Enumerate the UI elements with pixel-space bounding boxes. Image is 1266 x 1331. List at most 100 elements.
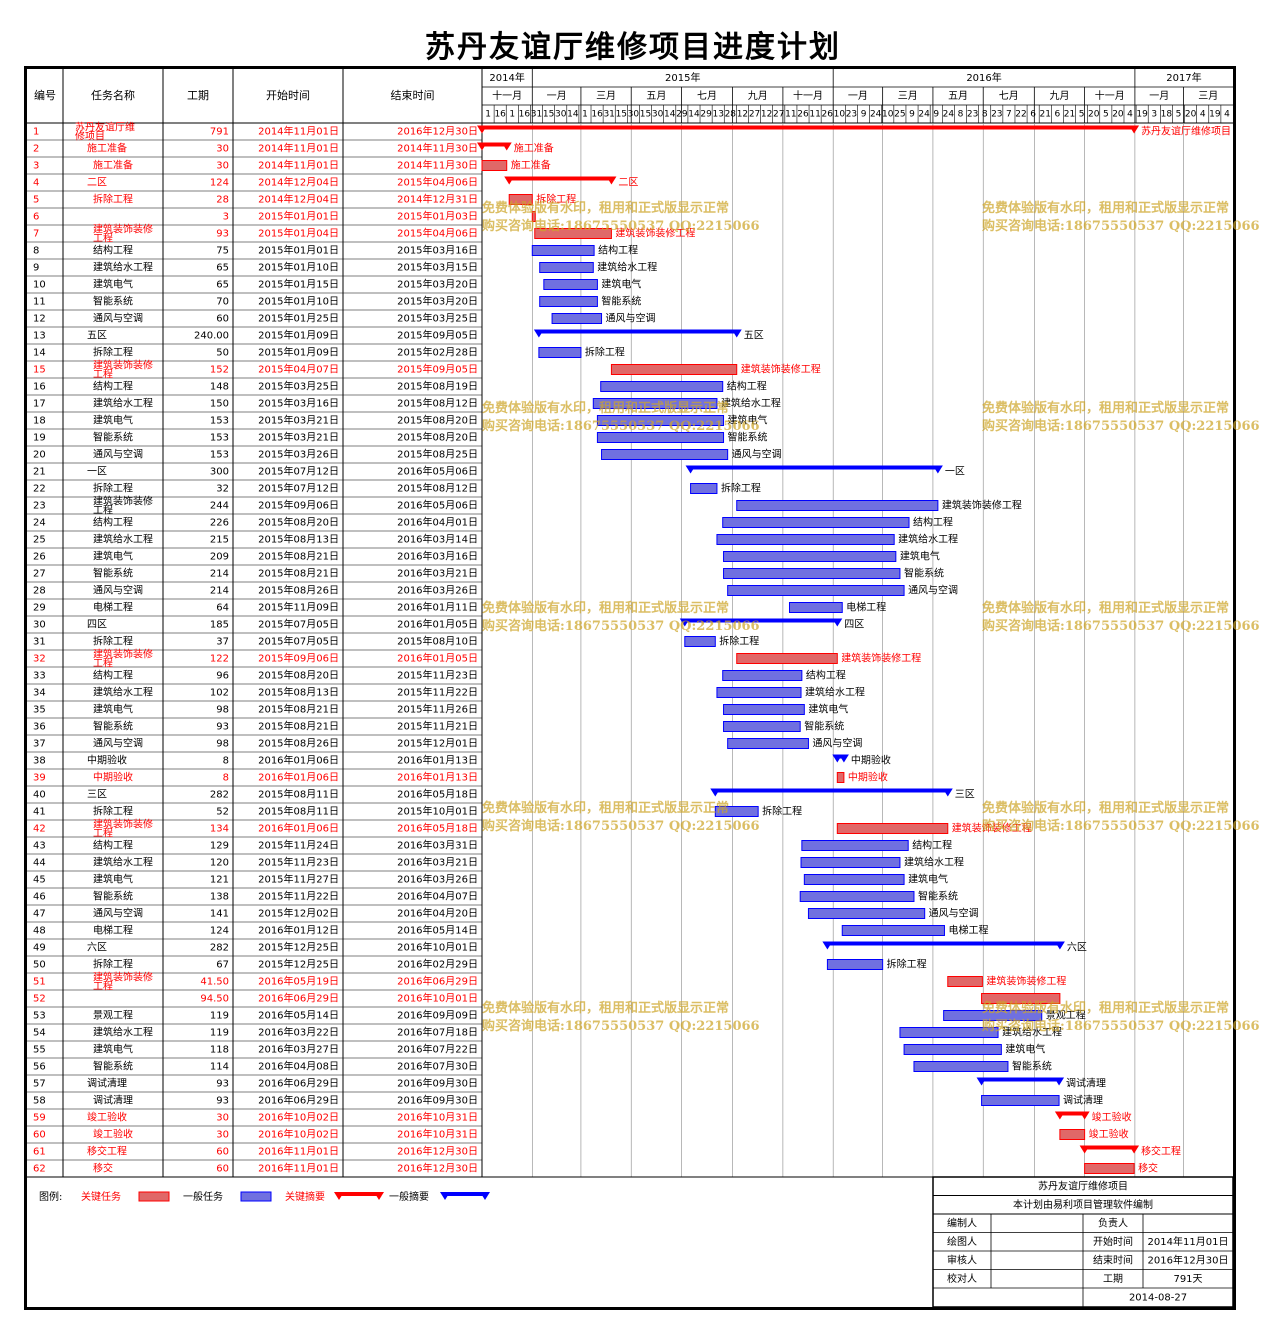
task-start: 2016年04月08日 [258, 1060, 339, 1073]
task-id: 58 [33, 1096, 46, 1107]
day-label: 23 [846, 110, 857, 120]
task-end: 2014年11月30日 [397, 142, 478, 155]
task-name: 调试清理 [87, 1077, 127, 1090]
legend-critical-summary-swatch [339, 1192, 379, 1196]
task-duration: 37 [216, 637, 229, 648]
task-bar-label: 建筑电气 [808, 703, 848, 716]
task-id: 31 [33, 637, 46, 648]
summary-bar [1084, 1145, 1135, 1150]
task-id: 25 [33, 535, 46, 546]
summary-bar [827, 941, 1060, 946]
task-bar [538, 347, 582, 358]
task-end: 2015年08月12日 [397, 397, 478, 410]
day-label: 21 [1040, 110, 1051, 120]
day-label: 8 [958, 110, 964, 120]
task-end: 2015年09月05日 [397, 329, 478, 342]
task-id: 51 [33, 977, 46, 988]
task-duration: 93 [216, 722, 229, 733]
task-end: 2015年03月20日 [397, 278, 478, 291]
task-duration: 98 [216, 705, 229, 716]
task-id: 54 [33, 1028, 46, 1039]
task-bar [913, 1061, 1009, 1072]
month-label: 五月 [646, 90, 666, 102]
task-id: 23 [33, 501, 46, 512]
task-name: 工程 [93, 828, 113, 840]
task-duration: 215 [210, 535, 229, 546]
task-bar-label: 建筑装饰装修工程 [942, 499, 1022, 512]
task-duration: 32 [216, 484, 229, 495]
task-name: 建筑装饰装修 [93, 223, 153, 236]
task-bar-label: 智能系统 [904, 567, 944, 580]
day-label: 5 [1079, 110, 1085, 120]
task-duration: 134 [210, 824, 229, 835]
task-duration: 60 [216, 1164, 229, 1175]
task-name: 竣工验收 [93, 1128, 133, 1141]
task-bar [736, 500, 939, 511]
task-bar [531, 211, 536, 222]
task-bar-label: 景观工程 [1046, 1010, 1086, 1022]
task-duration: 60 [216, 1147, 229, 1158]
summary-bar-start [679, 618, 690, 627]
task-id: 35 [33, 705, 46, 716]
task-name: 景观工程 [93, 1010, 133, 1022]
task-start: 2015年03月16日 [258, 397, 339, 410]
column-header: 编号 [34, 88, 56, 102]
task-name: 通风与空调 [93, 448, 143, 461]
task-name: 工程 [93, 233, 113, 245]
info-row-value: 2016年12月30日 [1148, 1253, 1229, 1266]
day-label: 24 [918, 110, 930, 120]
task-id: 5 [33, 195, 39, 206]
task-start: 2015年01月10日 [258, 295, 339, 308]
task-id: 52 [33, 994, 46, 1005]
column-header: 工期 [187, 89, 209, 102]
task-name: 建筑给水工程 [93, 856, 153, 869]
task-bar-label: 调试清理 [1066, 1077, 1106, 1090]
info-row-label: 负责人 [1098, 1216, 1128, 1229]
day-label: 31 [603, 110, 614, 120]
summary-bar [482, 125, 1135, 130]
task-bar [727, 585, 905, 596]
summary-bar-end [1054, 1077, 1065, 1086]
task-duration: 67 [216, 960, 229, 971]
task-bar [600, 381, 724, 392]
task-start: 2016年11月01日 [258, 1145, 339, 1158]
task-duration: 120 [210, 858, 229, 869]
task-start: 2015年08月21日 [258, 567, 339, 580]
summary-bar-end [942, 788, 953, 797]
task-duration: 93 [216, 1096, 229, 1107]
year-label: 2014年 [489, 71, 524, 84]
task-duration: 791 [210, 127, 229, 138]
task-name: 五区 [87, 330, 107, 342]
month-label: 九月 [748, 90, 768, 102]
day-label: 11 [809, 110, 820, 120]
day-label: 27 [773, 110, 784, 120]
task-start: 2015年08月20日 [258, 516, 339, 529]
task-bar [736, 653, 838, 664]
info-row-label: 校对人 [947, 1272, 977, 1285]
task-id: 28 [33, 586, 46, 597]
task-end: 2016年12月30日 [397, 1162, 478, 1175]
column-header: 开始时间 [266, 88, 310, 102]
day-label: 20 [1185, 110, 1197, 120]
info-row-label: 工期 [1103, 1273, 1123, 1285]
task-bar-label: 通风与空调 [606, 312, 656, 325]
task-name: 通风与空调 [93, 312, 143, 325]
task-duration: 150 [210, 399, 229, 410]
task-name: 工程 [93, 505, 113, 517]
task-end: 2016年04月20日 [397, 907, 478, 920]
task-name: 建筑装饰装修 [93, 648, 153, 661]
task-start: 2015年11月27日 [258, 873, 339, 886]
task-end: 2015年11月26日 [397, 703, 478, 716]
task-bar-label: 拆除工程 [719, 635, 759, 648]
task-start: 2016年11月01日 [258, 1162, 339, 1175]
task-start: 2014年11月01日 [258, 125, 339, 138]
day-label: 26 [821, 110, 833, 120]
task-start: 2015年11月22日 [258, 890, 339, 903]
task-end: 2016年01月05日 [397, 618, 478, 631]
day-label: 20 [1112, 110, 1124, 120]
task-duration: 122 [210, 654, 229, 665]
task-id: 18 [33, 416, 46, 427]
task-id: 17 [33, 399, 46, 410]
task-start: 2015年01月09日 [258, 329, 339, 342]
month-label: 十一月 [492, 89, 522, 102]
